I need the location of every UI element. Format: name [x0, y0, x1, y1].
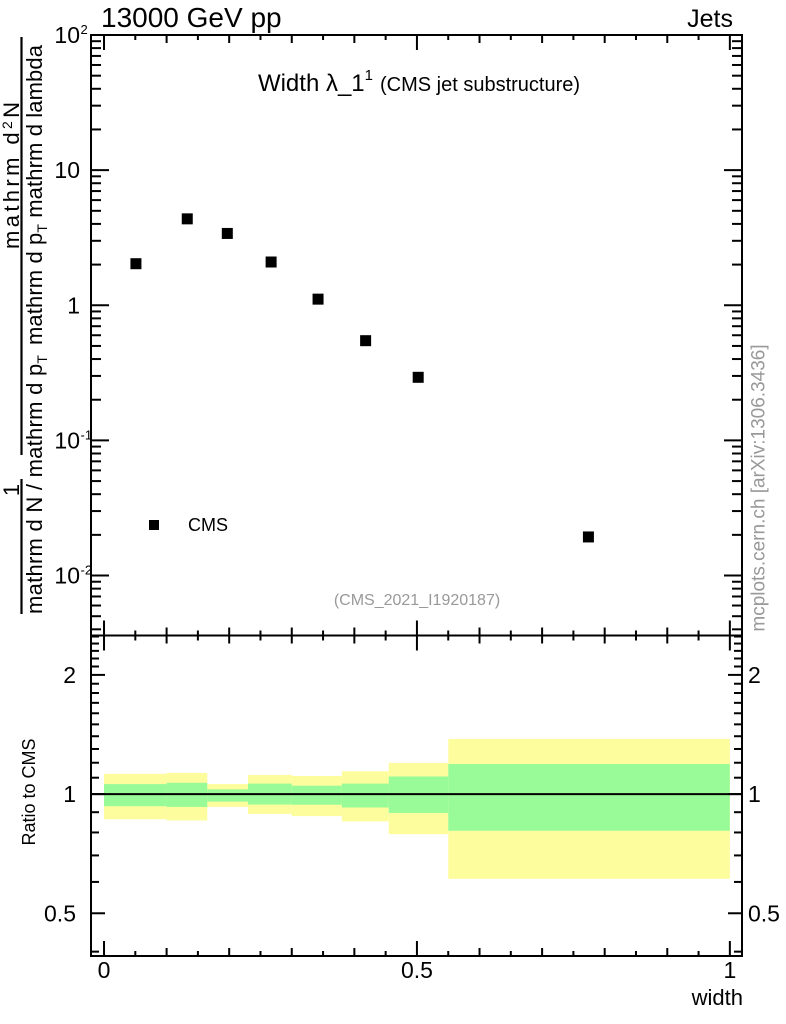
title-main: Width λ_1 — [257, 70, 365, 97]
y-tick-label: 10 — [54, 427, 80, 453]
x-tick-label: 0 — [98, 957, 111, 983]
ratio-band-inner — [104, 784, 167, 807]
data-point — [130, 258, 142, 270]
data-point — [265, 256, 277, 268]
y-tick-label: 10 — [54, 157, 80, 183]
y-axis-title-superscript: 2 — [0, 121, 15, 129]
ratio-band-inner — [448, 764, 730, 831]
y-axis-title-text-fragment: mathrm d p — [22, 233, 47, 345]
y-axis-title-text-fragment: mathrm d N / mathrm d p — [22, 364, 47, 614]
data-point — [312, 293, 324, 305]
data-point — [582, 531, 594, 543]
beam-energy-label: 13000 GeV pp — [101, 2, 282, 33]
ratio-y-tick-label: 2 — [63, 662, 76, 688]
analysis-id-watermark: (CMS_2021_I1920187) — [333, 592, 501, 609]
y-tick-label: 1 — [67, 292, 80, 318]
x-tick-label: 0.5 — [401, 957, 433, 983]
y-tick-label-exponent: -1 — [81, 427, 93, 442]
ratio-y-tick-label: 1 — [748, 781, 761, 807]
y-axis-title-subscript: T — [34, 224, 50, 233]
y-axis-title-text-fragment: N — [0, 102, 24, 118]
legend-marker-square — [149, 520, 159, 530]
y-axis-title-text-fragment: mathrm d — [0, 132, 24, 249]
data-point — [412, 371, 424, 383]
y-axis-title-denominator: mathrm d N / mathrm d pT — [22, 355, 50, 614]
ratio-band-inner — [291, 785, 342, 805]
ratio-band-inner — [207, 789, 248, 802]
process-label: Jets — [687, 5, 733, 33]
top-panel-frame — [90, 34, 743, 637]
data-point — [221, 227, 233, 239]
y-tick-label-exponent: 2 — [81, 22, 88, 37]
ratio-axis-title: Ratio to CMS — [19, 738, 39, 846]
ratio-band-inner — [341, 783, 389, 808]
y-tick-label: 10 — [54, 563, 80, 589]
mcplots-arxiv-note: mcplots.cern.ch [arXiv:1306.3436] — [748, 344, 770, 632]
data-point — [360, 335, 372, 347]
y-axis-title-denominator: mathrm d pT mathrm d lambda — [22, 44, 50, 345]
ratio-y-tick-label: 0.5 — [44, 900, 76, 926]
y-axis-title-text-fragment: mathrm d lambda — [22, 44, 47, 224]
plot-title: Width λ_11 (CMS jet substructure) — [258, 68, 580, 96]
title-superscript: 1 — [364, 67, 373, 84]
ratio-y-tick-label: 1 — [63, 781, 76, 807]
y-axis-title-numerator: 1 — [0, 484, 24, 496]
ratio-y-tick-label: 0.5 — [748, 900, 780, 926]
title-note: (CMS jet substructure) — [380, 74, 581, 96]
x-tick-label: 1 — [723, 957, 736, 983]
y-tick-label-exponent: -2 — [81, 563, 93, 578]
y-tick-label: 10 — [54, 22, 80, 48]
ratio-y-tick-label: 2 — [748, 662, 761, 688]
legend-label: CMS — [188, 515, 228, 535]
y-axis-title-subscript: T — [34, 355, 50, 364]
data-point — [181, 213, 193, 225]
x-axis-title: width — [691, 985, 743, 1010]
